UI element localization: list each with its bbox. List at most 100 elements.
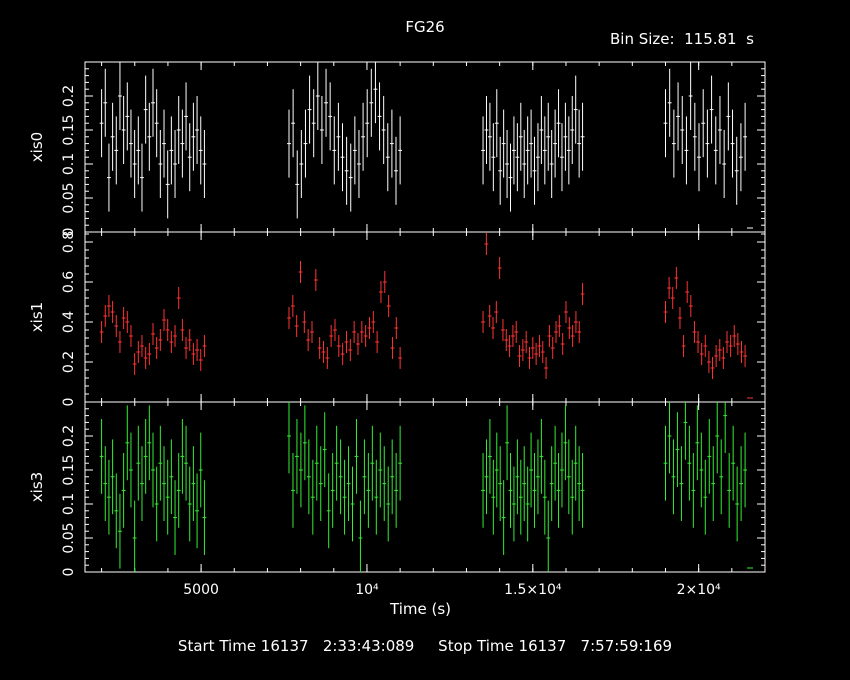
xis3-data-point bbox=[703, 459, 708, 535]
xis0-data-point bbox=[398, 116, 403, 185]
xis1-data-point bbox=[663, 301, 668, 323]
xis0-data-point bbox=[525, 116, 530, 185]
xis1-data-point bbox=[520, 339, 525, 361]
xis3-data-point bbox=[162, 446, 166, 521]
xis1-data-point bbox=[725, 331, 729, 353]
xis1-data-point bbox=[394, 317, 399, 339]
xis3-data-point bbox=[165, 459, 170, 535]
xis0-data-point bbox=[114, 116, 119, 185]
xis0-data-point bbox=[713, 116, 718, 185]
xis0-ytick-label: 0.05 bbox=[61, 182, 77, 213]
xis3-data-point bbox=[169, 439, 174, 515]
xis3-data-point bbox=[140, 446, 144, 521]
xis3-data-point bbox=[136, 425, 141, 501]
xis0-data-point bbox=[291, 89, 296, 158]
xis1-data-point bbox=[527, 347, 532, 369]
xis1-data-point bbox=[114, 315, 119, 337]
xis0-data-point bbox=[539, 96, 544, 164]
xis0-data-point bbox=[377, 82, 382, 151]
xis3-data-point bbox=[173, 480, 177, 555]
xis3-data-point bbox=[727, 453, 732, 528]
xis3-data-point bbox=[314, 425, 319, 501]
xtick-label: 2×10⁴ bbox=[677, 582, 721, 598]
xis3-data-point bbox=[176, 453, 181, 528]
xis3-data-point bbox=[394, 453, 399, 528]
xis0-data-point bbox=[394, 136, 398, 205]
xis3-data-point bbox=[580, 453, 585, 528]
xis1-data-point bbox=[325, 347, 330, 369]
xis1-data-point bbox=[110, 301, 115, 323]
xis3-data-point bbox=[570, 459, 575, 535]
xis0-data-point bbox=[734, 136, 739, 205]
xis0-data-point bbox=[125, 82, 130, 151]
xis1-data-point bbox=[540, 341, 545, 363]
xis0-data-point bbox=[389, 109, 394, 178]
xis1-data-point bbox=[151, 323, 155, 345]
xis0-data-point bbox=[357, 130, 361, 198]
xis1-data-point bbox=[534, 343, 539, 365]
xis3-data-point bbox=[184, 425, 188, 501]
xis1-data-point bbox=[313, 269, 318, 291]
xis0-data-point bbox=[743, 102, 748, 171]
xis1-data-point bbox=[359, 321, 364, 343]
xis3-data-point bbox=[374, 459, 379, 535]
xis1-data-point bbox=[557, 315, 562, 337]
xis0-data-point bbox=[303, 109, 308, 178]
xis0-ytick-label: 0 bbox=[61, 228, 77, 237]
xis1-data-point bbox=[710, 357, 715, 379]
xis1-data-point bbox=[191, 343, 196, 365]
xis1-data-point bbox=[398, 347, 403, 369]
xis0-ytick-label: 0.15 bbox=[61, 114, 77, 145]
xis0-data-point bbox=[328, 82, 333, 151]
xis3-data-point bbox=[675, 412, 680, 487]
xis1-axis-label: xis1 bbox=[28, 302, 46, 332]
xis1-data-point bbox=[165, 319, 170, 341]
xis3-data-point bbox=[556, 453, 561, 528]
xis1-data-point bbox=[99, 321, 104, 343]
xis3-data-point bbox=[195, 473, 199, 549]
xis1-data-point bbox=[195, 339, 199, 361]
xtick-label: 10⁴ bbox=[355, 582, 379, 598]
xis1-data-point bbox=[721, 347, 726, 369]
xis3-data-point bbox=[487, 419, 492, 494]
xis3-data-point bbox=[663, 425, 668, 501]
xis1-data-point bbox=[735, 333, 740, 355]
xis0-data-point bbox=[352, 116, 357, 185]
xis1-panel-frame bbox=[84, 231, 766, 403]
xis1-data-point bbox=[147, 343, 152, 365]
xis1-data-point bbox=[497, 257, 502, 279]
xis0-data-point bbox=[118, 62, 122, 130]
xis1-data-point bbox=[537, 335, 542, 357]
xis0-ytick-label: 0.1 bbox=[61, 153, 77, 175]
xis1-data-point bbox=[510, 325, 515, 347]
xis3-data-point bbox=[522, 446, 527, 521]
xis1-data-point bbox=[198, 349, 203, 371]
xis1-data-point bbox=[348, 339, 353, 361]
xis1-data-point bbox=[294, 315, 299, 337]
xis0-data-point bbox=[536, 123, 540, 192]
xis1-data-point bbox=[574, 311, 578, 333]
xis1-data-point bbox=[544, 357, 548, 379]
xis0-data-point bbox=[320, 96, 324, 164]
xis3-data-point bbox=[342, 459, 347, 535]
xis3-data-point bbox=[508, 453, 513, 528]
bin-size-label: Bin Size: 115.81 s bbox=[610, 30, 754, 48]
xis1-data-point bbox=[564, 301, 568, 323]
xis1-data-point bbox=[125, 311, 130, 333]
xis0-data-point bbox=[542, 116, 547, 185]
xis0-data-point bbox=[709, 75, 714, 144]
xis1-data-point bbox=[333, 319, 337, 341]
xis1-data-point bbox=[567, 317, 572, 339]
xis0-data-point bbox=[701, 89, 706, 158]
xis3-data-point bbox=[350, 466, 355, 542]
xis3-data-point bbox=[330, 453, 335, 528]
xis3-data-point bbox=[695, 405, 700, 481]
xis1-data-point bbox=[173, 325, 177, 347]
xis0-data-point bbox=[697, 123, 701, 192]
xis3-data-point bbox=[529, 432, 534, 508]
xis3-data-point bbox=[539, 419, 544, 494]
xis1-data-point bbox=[371, 311, 376, 333]
xis0-data-point bbox=[505, 130, 509, 198]
xis0-data-point bbox=[508, 143, 513, 212]
xis0-data-point bbox=[198, 116, 203, 185]
